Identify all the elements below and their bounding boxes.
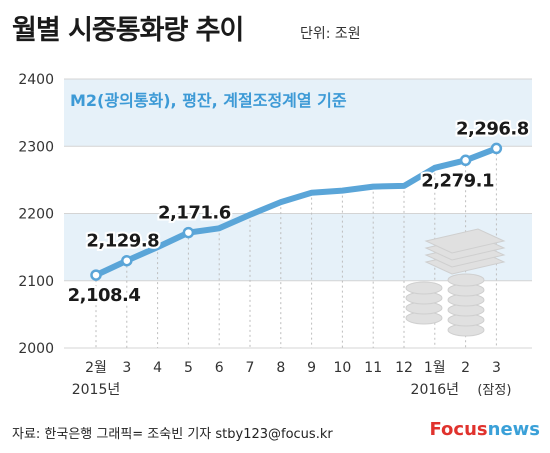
x-tick-label: 5 [184,360,193,376]
y-tick-label: 2400 [18,72,54,88]
x-tick-label: 6 [215,360,224,376]
data-points [90,142,503,281]
x-tick-label: 2월 [85,360,107,376]
year-label: 2015년 [72,382,121,398]
chart-note: M2(광의통화), 평잔, 계절조정계열 기준 [70,91,347,110]
logo-brand: Focus [429,419,488,440]
x-tick-label: 4 [153,360,162,376]
data-label: 2,171.6 [158,203,231,224]
y-tick-label: 2000 [18,341,54,357]
unit-label: 단위: 조원 [300,26,361,42]
coin [405,281,443,295]
money-stack-icon [405,228,506,337]
x-tick-label: 1월 [424,360,446,376]
x-tick-label: 12 [395,360,413,376]
x-tick-label: 3 [122,360,131,376]
data-point [459,154,472,167]
x-tick-label: 3 [492,360,501,376]
series-line [93,145,500,279]
x-tick-label: 8 [276,360,285,376]
data-labels: 2,108.4 2,129.8 2,171.6 2,279.1 2,296.8 [66,116,532,308]
page-title: 월별 시중통화량 추이 [12,15,244,46]
data-label: 2,279.1 [421,170,494,191]
x-tick-label: 2 [461,360,470,376]
x-tick-label: 11 [364,360,382,376]
data-point [121,254,133,267]
data-label: 2,108.4 [68,285,141,306]
focus-news-logo: Focusnews [429,419,540,440]
provisional-label: (잠정) [477,383,511,398]
logo-suffix: news [487,419,540,440]
data-label: 2,296.8 [456,118,529,139]
bill [424,228,506,254]
coin [447,273,485,287]
band [64,79,532,147]
data-label: 2,129.8 [86,231,159,252]
y-axis-ticks: 2000 2100 2200 2300 2400 [18,72,54,357]
x-tick-label: 7 [246,360,255,376]
x-tick-label: 9 [307,360,316,376]
y-tick-label: 2200 [18,207,54,223]
data-point [182,226,195,239]
data-point [90,269,102,281]
x-tick-label: 10 [333,360,351,376]
year-label: 2016년 [411,382,460,398]
data-point [490,142,503,155]
y-tick-label: 2300 [18,139,54,155]
series-polyline [93,145,500,279]
y-tick-label: 2100 [18,274,54,290]
source-credit: 자료: 한국은행 그래픽= 조숙빈 기자 stby123@focus.kr [12,427,333,442]
